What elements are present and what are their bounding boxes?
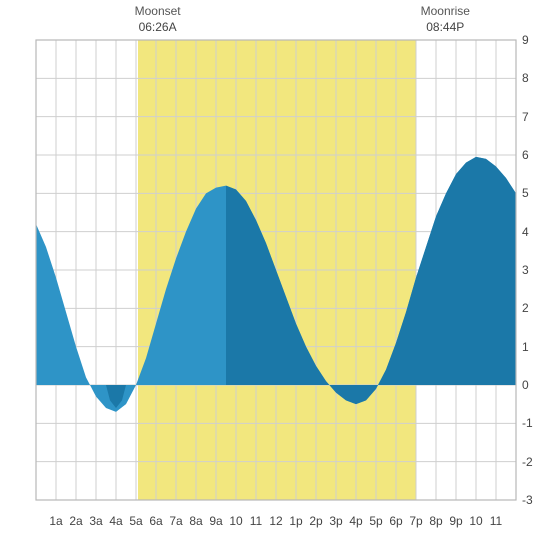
x-tick-label: 8a [186, 514, 206, 528]
x-tick-label: 11 [246, 514, 266, 528]
x-tick-label: 5p [366, 514, 386, 528]
x-tick-label: 4a [106, 514, 126, 528]
y-tick-label: 8 [522, 71, 542, 85]
x-tick-label: 1a [46, 514, 66, 528]
tide-chart: Moonset 06:26A Moonrise 08:44P -3-2-1012… [0, 0, 550, 550]
x-tick-label: 4p [346, 514, 366, 528]
x-tick-label: 5a [126, 514, 146, 528]
x-tick-label: 10 [466, 514, 486, 528]
y-tick-label: 5 [522, 186, 542, 200]
x-tick-label: 8p [426, 514, 446, 528]
y-tick-label: 2 [522, 301, 542, 315]
x-tick-label: 2a [66, 514, 86, 528]
y-tick-label: 7 [522, 110, 542, 124]
x-tick-label: 3p [326, 514, 346, 528]
x-tick-label: 1p [286, 514, 306, 528]
y-tick-label: 0 [522, 378, 542, 392]
y-tick-label: -3 [522, 493, 542, 507]
x-tick-label: 2p [306, 514, 326, 528]
y-tick-label: 6 [522, 148, 542, 162]
x-tick-label: 7a [166, 514, 186, 528]
y-tick-label: 9 [522, 33, 542, 47]
y-tick-label: 4 [522, 225, 542, 239]
x-tick-label: 6a [146, 514, 166, 528]
x-tick-label: 10 [226, 514, 246, 528]
x-tick-label: 7p [406, 514, 426, 528]
plot-area [0, 0, 550, 550]
y-tick-label: 1 [522, 340, 542, 354]
y-tick-label: 3 [522, 263, 542, 277]
x-tick-label: 12 [266, 514, 286, 528]
x-tick-label: 9p [446, 514, 466, 528]
x-tick-label: 6p [386, 514, 406, 528]
y-tick-label: -1 [522, 416, 542, 430]
x-tick-label: 11 [486, 514, 506, 528]
y-tick-label: -2 [522, 455, 542, 469]
x-tick-label: 9a [206, 514, 226, 528]
x-tick-label: 3a [86, 514, 106, 528]
